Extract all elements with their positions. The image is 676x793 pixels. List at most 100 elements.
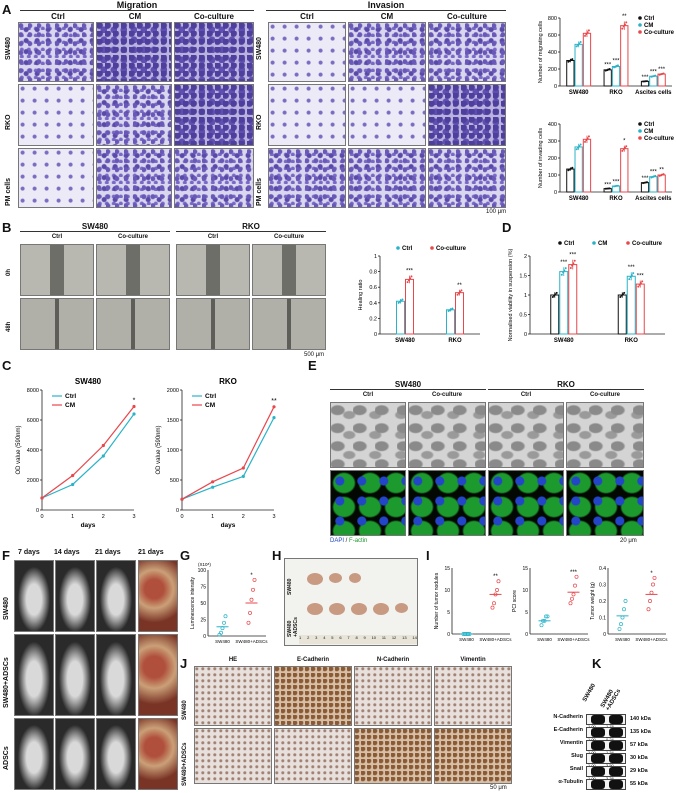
y-tick-label: 15 bbox=[522, 566, 528, 572]
data-point bbox=[662, 72, 665, 75]
bar bbox=[582, 32, 592, 87]
f-time-21-organ: 21 days bbox=[138, 549, 164, 556]
b-group-sw480: SW480 bbox=[20, 222, 170, 232]
data-point bbox=[544, 614, 548, 619]
peritoneal-image bbox=[138, 560, 178, 632]
tumor bbox=[349, 573, 361, 583]
data-point bbox=[451, 307, 454, 310]
data-point bbox=[625, 21, 628, 24]
micrograph bbox=[174, 148, 254, 208]
data-point bbox=[223, 614, 228, 619]
data-point bbox=[646, 607, 651, 612]
ihc-image bbox=[274, 666, 352, 726]
significance-label: * bbox=[623, 139, 626, 145]
data-point bbox=[248, 610, 252, 615]
x-tick-label: 1 bbox=[71, 514, 74, 520]
blot-strip bbox=[586, 753, 626, 764]
wound-image bbox=[96, 244, 170, 296]
blot-strip bbox=[586, 779, 626, 790]
legend-label: CM bbox=[644, 23, 653, 29]
y-tick-label: 0 bbox=[525, 632, 528, 638]
ruler-tick: 7 bbox=[347, 635, 350, 640]
ruler-tick: 10 bbox=[371, 635, 377, 640]
y-tick-label: 6000 bbox=[27, 418, 39, 424]
significance-label: *** bbox=[650, 169, 658, 175]
y-tick-label: 8000 bbox=[27, 388, 39, 394]
mouse-image bbox=[55, 718, 95, 790]
micrograph bbox=[18, 84, 94, 146]
y-tick-label: 100 bbox=[548, 173, 557, 179]
j-row-sw480: SW480 bbox=[182, 700, 188, 720]
data-point bbox=[575, 45, 578, 48]
chart-title: RKO bbox=[219, 377, 237, 386]
data-point bbox=[398, 300, 401, 303]
ihc-image bbox=[194, 728, 272, 784]
blot-kda-label: 29 kDa bbox=[630, 768, 648, 774]
f-time-7: 7 days bbox=[18, 549, 40, 556]
blot-kda-label: 135 kDa bbox=[630, 729, 651, 735]
data-point bbox=[553, 294, 556, 297]
y-tick-label: 2000 bbox=[27, 478, 39, 484]
mouse-image bbox=[96, 560, 136, 632]
tumor bbox=[351, 603, 367, 615]
fluorescence-image bbox=[408, 470, 486, 536]
micrograph bbox=[268, 84, 346, 146]
tumor bbox=[307, 603, 323, 615]
data-point bbox=[241, 466, 245, 470]
legend-label: Co-culture bbox=[644, 136, 675, 142]
y-axis-label: Luminescence intensity bbox=[190, 577, 196, 629]
blot-protein-label: Slug bbox=[571, 753, 583, 759]
bar bbox=[603, 69, 612, 87]
ruler-tick: 1 bbox=[299, 635, 302, 640]
wound-image bbox=[20, 244, 94, 296]
data-point bbox=[496, 579, 501, 584]
data-point bbox=[645, 181, 648, 184]
data-point bbox=[623, 146, 626, 149]
tumor bbox=[373, 603, 389, 615]
micrograph bbox=[174, 84, 254, 146]
e-col-coculture: Co-culture bbox=[432, 392, 462, 398]
x-tick-label: SW480+ADSCs bbox=[557, 637, 590, 642]
legend-label: Ctrl bbox=[564, 241, 575, 247]
x-tick-label: RKO bbox=[609, 90, 623, 96]
data-point bbox=[584, 140, 587, 143]
e-group-sw480: SW480 bbox=[330, 380, 486, 390]
y-axis-label: PCI score bbox=[512, 590, 518, 612]
data-point bbox=[619, 622, 623, 627]
legend-label: Ctrl bbox=[644, 122, 655, 128]
y-tick-label: 4000 bbox=[27, 448, 39, 454]
ruler-tick: 14 bbox=[412, 635, 417, 640]
fluorescence-image bbox=[330, 470, 406, 536]
data-point bbox=[654, 174, 657, 177]
data-point bbox=[251, 587, 255, 592]
ruler-tick: 13 bbox=[402, 635, 407, 640]
data-point bbox=[40, 496, 44, 500]
y-tick-label: 15 bbox=[444, 566, 450, 572]
blot-band bbox=[591, 715, 605, 724]
significance-label: ** bbox=[457, 283, 462, 289]
y-tick-label: 0.6 bbox=[369, 285, 377, 291]
inv-col-coculture: Co-culture bbox=[447, 12, 487, 21]
data-point bbox=[249, 597, 254, 602]
y-tick-label: 0.4 bbox=[369, 301, 377, 307]
y-axis-label: Number of invading cells bbox=[538, 128, 544, 188]
blot-band bbox=[609, 715, 623, 724]
blot-protein-label: Snail bbox=[569, 766, 583, 772]
y-tick-label: 0 bbox=[447, 632, 450, 638]
x-axis-label: days bbox=[221, 522, 236, 529]
x-tick-label: RKO bbox=[625, 338, 639, 344]
x-tick-label: RKO bbox=[448, 338, 462, 344]
blot-strip bbox=[586, 714, 626, 725]
blot-band bbox=[591, 767, 605, 776]
mouse-image bbox=[14, 560, 54, 632]
blot-kda-label: 30 kDa bbox=[630, 755, 648, 761]
data-point bbox=[630, 274, 633, 277]
data-point bbox=[71, 473, 75, 478]
significance-label: * bbox=[250, 573, 253, 579]
legend-marker bbox=[396, 246, 400, 250]
series-line bbox=[181, 406, 275, 500]
x-axis-label: days bbox=[81, 522, 96, 529]
legend-marker bbox=[638, 136, 642, 140]
tumor bbox=[329, 603, 345, 615]
micrograph bbox=[428, 84, 506, 146]
